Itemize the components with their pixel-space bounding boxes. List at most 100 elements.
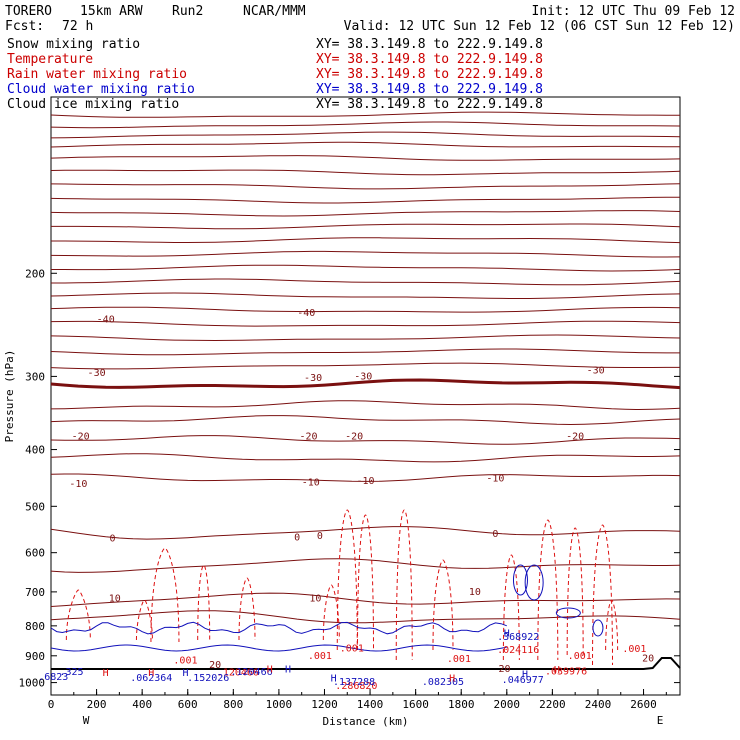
isotherm-line — [50, 131, 681, 139]
isotherm-line — [50, 334, 681, 342]
high-marker: H — [504, 629, 510, 640]
axes: 0 200 400 600 800 1000 1200 1400 1600 1800 2000 220… — [3, 96, 681, 728]
high-marker: H — [522, 669, 528, 680]
cloud-label: .152026 — [187, 673, 229, 684]
isotherm-line — [50, 250, 681, 258]
x-tick-label: 1000 — [266, 698, 293, 711]
legend-item-xy: XY= 38.3.149.8 to 222.9.149.8 — [316, 67, 543, 82]
cloud-cell — [592, 619, 604, 637]
isotherm-line — [50, 306, 681, 313]
isotherm-line — [50, 400, 681, 411]
isotherm-label: -30 — [88, 368, 106, 379]
cloud-contour — [50, 644, 507, 652]
high-marker: H — [182, 668, 188, 679]
isotherm-label: -10 — [69, 479, 87, 490]
legend-item-name: Cloud water mixing ratio — [7, 82, 195, 97]
legend-item-name: Temperature — [7, 52, 93, 67]
isotherm-label: 0 — [317, 531, 323, 542]
x-tick-label: 0 — [48, 698, 55, 711]
isotherm-line — [50, 111, 680, 118]
x-tick-label: 1800 — [448, 698, 475, 711]
isotherm-line — [50, 378, 681, 390]
y-tick-label: 500 — [25, 500, 45, 513]
isotherm-label: 0 — [492, 529, 498, 540]
legend: Snow mixing ratio XY= 38.3.149.8 to 222.9… — [7, 37, 543, 112]
isotherm-line — [50, 155, 681, 161]
cloud-cell — [524, 564, 544, 601]
isotherm-label: 20 — [498, 664, 510, 675]
rain-label: .039976 — [545, 667, 587, 678]
high-marker: H — [267, 665, 273, 676]
rain-contour — [135, 599, 153, 641]
contour-lines — [50, 111, 681, 670]
y-tick-label: 200 — [25, 267, 45, 280]
legend-item-xy: XY= 38.3.149.8 to 222.9.149.8 — [316, 82, 543, 97]
rain-contour — [197, 564, 211, 641]
rain-contour — [592, 524, 614, 666]
model-title: TORERO — [5, 4, 52, 19]
rain-label: .001 — [340, 644, 364, 655]
isotherm-label: -30 — [304, 373, 322, 384]
cloud-label: .046977 — [502, 675, 544, 686]
cloud-label: .120466 — [230, 667, 272, 678]
isotherm-line — [50, 183, 681, 190]
legend-item-xy: XY= 38.3.149.8 to 222.9.149.8 — [316, 97, 543, 112]
isotherm-label: -30 — [587, 365, 605, 376]
rain-label: .001 — [568, 651, 592, 662]
rain-contour — [432, 559, 454, 651]
isotherm-line — [50, 141, 681, 148]
x-tick-label: 1400 — [357, 698, 384, 711]
east-label: E — [657, 714, 664, 727]
y-tick-label: 400 — [25, 444, 45, 457]
isotherm-label: 20 — [209, 660, 221, 671]
rain-contour — [537, 519, 559, 661]
rain-contour — [150, 547, 180, 643]
west-label: W — [83, 714, 90, 727]
isotherm-line — [51, 278, 681, 286]
rain-contour — [336, 509, 358, 651]
isotherm-line — [50, 415, 681, 426]
cloud-contour — [50, 621, 507, 635]
high-marker: H — [285, 665, 291, 676]
model-run: Run2 — [172, 4, 203, 19]
rain-label: .120466 — [217, 668, 259, 679]
isotherm-label: -40 — [97, 315, 115, 326]
x-tick-label: 1200 — [311, 698, 338, 711]
isotherm-line — [50, 196, 680, 204]
cloud-label: .368922 — [497, 632, 539, 643]
contour-labels: -40 -40 -30 -30 -30 -30 -20 -20 -20 -20 -10 -10 -10 -… — [38, 308, 654, 692]
isotherm-line — [50, 592, 681, 607]
cloud-label: .062364 — [130, 673, 172, 684]
isotherm-line — [51, 237, 681, 244]
legend-item-xy: XY= 38.3.149.8 to 222.9.149.8 — [316, 52, 543, 67]
rain-label: .001 — [447, 654, 471, 665]
model-center: NCAR/MMM — [243, 4, 306, 19]
isotherm-line — [50, 292, 681, 299]
cloud-label: .082305 — [422, 677, 464, 688]
y-tick-label: 800 — [25, 620, 45, 633]
isotherm-line — [51, 264, 681, 272]
cloud-label: .137288 — [333, 677, 375, 688]
isotherm-label: -10 — [302, 477, 320, 488]
isotherm-label: 10 — [309, 593, 321, 604]
high-marker: H — [148, 668, 154, 679]
y-tick-label: 1000 — [19, 677, 46, 690]
isotherm-label: -20 — [72, 432, 90, 443]
isotherm-line — [50, 610, 681, 624]
forecast-hour: 72 h — [62, 19, 93, 34]
rain-contour — [357, 514, 374, 651]
isotherm-line — [50, 526, 681, 540]
isotherm-label: 10 — [469, 587, 481, 598]
high-marker: H — [331, 674, 337, 685]
isotherm-label: -10 — [486, 473, 504, 484]
rain-contour — [65, 589, 91, 641]
isotherm-line — [50, 435, 681, 445]
isotherm-label: -10 — [356, 476, 374, 487]
x-tick-label: 2400 — [585, 698, 612, 711]
isotherm-label: 0 — [294, 532, 300, 543]
rain-label: .001 — [308, 651, 332, 662]
isotherm-label: -40 — [297, 308, 315, 319]
rain-contour — [502, 554, 520, 661]
x-tick-label: 600 — [178, 698, 198, 711]
